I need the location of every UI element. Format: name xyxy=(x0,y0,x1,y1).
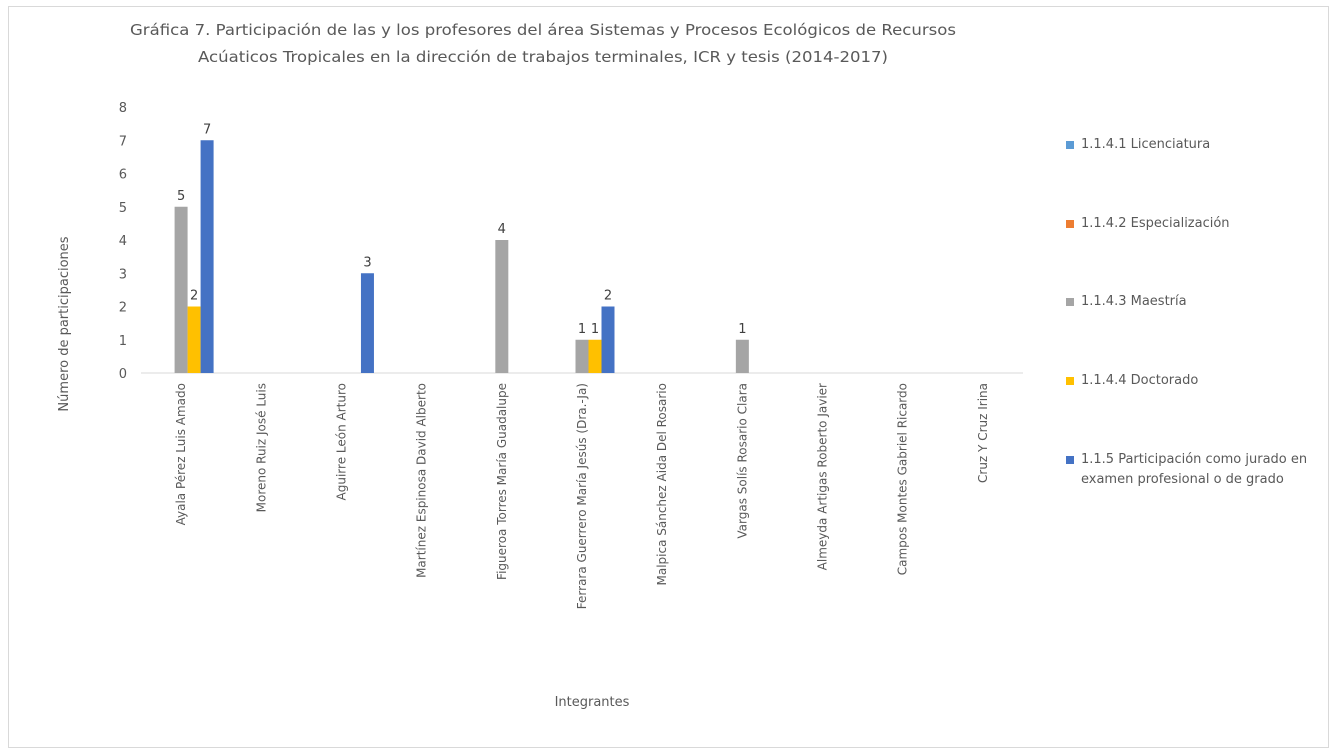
data-label: 1 xyxy=(578,322,586,337)
data-label: 7 xyxy=(203,122,211,137)
x-tick-label: Martínez Espinosa David Alberto xyxy=(415,383,429,578)
data-label: 4 xyxy=(498,222,506,237)
chart-title-line2: Acúaticos Tropicales en la dirección de … xyxy=(198,48,888,66)
x-tick-label: Malpica Sánchez Aida Del Rosario xyxy=(655,383,669,586)
legend-swatch xyxy=(1066,298,1074,306)
y-tick-label: 4 xyxy=(119,234,127,249)
legend-label: 1.1.5 Participación como jurado en exame… xyxy=(1081,452,1308,487)
bar xyxy=(735,339,749,373)
y-tick-label: 0 xyxy=(119,367,127,382)
x-tick-label: Figueroa Torres María Guadalupe xyxy=(495,383,509,580)
data-label: 3 xyxy=(363,255,371,270)
bar xyxy=(174,206,188,373)
chart-title-line1: Gráfica 7. Participación de las y los pr… xyxy=(130,21,956,39)
chart-frame xyxy=(8,6,1329,748)
data-label: 1 xyxy=(738,322,746,337)
y-tick-label: 7 xyxy=(119,134,127,149)
x-tick-label: Ayala Pérez Luis Amado xyxy=(174,383,188,525)
x-tick-label: Moreno Ruiz José Luis xyxy=(254,383,268,512)
x-tick-label: Almeyda Artigas Roberto Javier xyxy=(816,383,830,570)
y-tick-label: 8 xyxy=(119,101,127,116)
bar xyxy=(575,339,589,373)
y-tick-label: 6 xyxy=(119,168,127,183)
y-tick-label: 2 xyxy=(119,301,127,316)
legend-item: 1.1.4.3 Maestría xyxy=(1066,292,1328,312)
data-label: 2 xyxy=(190,289,198,304)
bar xyxy=(200,140,214,373)
x-tick-label: Vargas Solís Rosario Clara xyxy=(735,383,749,539)
y-axis-label: Número de participaciones xyxy=(57,236,72,411)
legend-item: 1.1.5 Participación como jurado en exame… xyxy=(1066,450,1328,490)
bar xyxy=(588,339,602,373)
x-tick-label: Cruz Y Cruz Irina xyxy=(976,383,990,483)
legend-label: 1.1.4.1 Licenciatura xyxy=(1081,137,1211,152)
legend-swatch xyxy=(1066,141,1074,149)
legend-label: 1.1.4.3 Maestría xyxy=(1081,294,1187,309)
bar xyxy=(187,306,201,373)
x-tick-label: Campos Montes Gabriel Ricardo xyxy=(896,383,910,575)
legend-swatch xyxy=(1066,220,1074,228)
legend-item: 1.1.4.1 Licenciatura xyxy=(1066,135,1328,155)
bar xyxy=(601,306,615,373)
bar xyxy=(495,240,509,373)
y-tick-label: 5 xyxy=(119,201,127,216)
data-label: 2 xyxy=(604,289,612,304)
x-tick-label: Ferrara Guerrero María Jesús (Dra.-Ja) xyxy=(575,383,589,609)
bar xyxy=(360,273,374,373)
y-tick-label: 1 xyxy=(119,334,127,349)
x-tick-label: Aguirre León Arturo xyxy=(334,383,348,500)
x-axis-label: Integrantes xyxy=(555,695,630,710)
legend-label: 1.1.4.2 Especialización xyxy=(1081,216,1230,231)
legend-swatch xyxy=(1066,456,1074,464)
data-label: 5 xyxy=(177,189,185,204)
legend-label: 1.1.4.4 Doctorado xyxy=(1081,373,1199,388)
legend-swatch xyxy=(1066,377,1074,385)
legend-item: 1.1.4.2 Especialización xyxy=(1066,214,1328,234)
y-tick-label: 3 xyxy=(119,267,127,282)
legend-item: 1.1.4.4 Doctorado xyxy=(1066,371,1328,391)
data-label: 1 xyxy=(591,322,599,337)
